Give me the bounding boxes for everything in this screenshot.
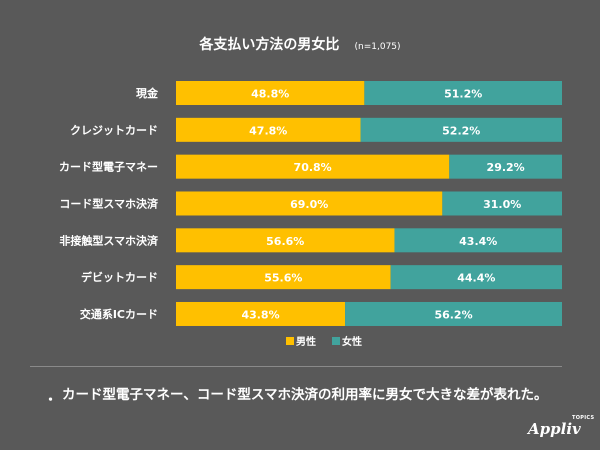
bar-segment-female	[449, 154, 562, 179]
data-label: 29.2%	[487, 161, 525, 174]
chart-title-block: 各支払い方法の男女比 (n=1,075)	[0, 34, 600, 54]
data-label: 47.8%	[249, 124, 287, 137]
data-label: 56.6%	[266, 235, 304, 248]
category-label: 交通系ICカード	[80, 307, 158, 321]
bar-segment-female	[390, 265, 562, 290]
data-label: 51.2%	[444, 88, 482, 101]
bar-segment-female	[364, 81, 562, 105]
legend-swatch-female	[332, 337, 340, 345]
bar-segment-female	[345, 301, 562, 326]
bar-segment-female	[442, 191, 562, 216]
chart-subtitle: (n=1,075)	[354, 42, 401, 52]
data-label: 70.8%	[294, 161, 332, 174]
bar-segment-male	[176, 191, 443, 216]
bar-segment-male	[176, 301, 346, 326]
divider	[30, 366, 562, 367]
data-label: 43.4%	[459, 235, 497, 248]
category-label: 非接触型スマホ決済	[59, 233, 159, 247]
legend-label: 男性	[296, 335, 316, 348]
data-label: 55.6%	[264, 272, 302, 285]
bar-segment-male	[176, 265, 391, 290]
chart-title: 各支払い方法の男女比	[199, 37, 340, 53]
bar-segment-female	[360, 117, 562, 142]
legend-swatch-male	[286, 337, 294, 345]
stacked-bar-chart: 現金 48.8% 51.2% クレジットカード 47.8% 52.2% カード型電子マネー 7…	[59, 81, 562, 348]
data-label: 69.0%	[290, 198, 328, 211]
bar-segment-male	[176, 228, 395, 253]
bar-segment-male	[176, 117, 361, 142]
bar-segment-female	[394, 228, 562, 253]
data-label: 43.8%	[241, 308, 279, 321]
category-label: カード型電子マネー	[59, 160, 158, 174]
data-label: 52.2%	[442, 124, 480, 137]
data-label: 48.8%	[251, 88, 289, 101]
bar-segment-male	[176, 154, 450, 179]
note-bullet: ・	[44, 393, 58, 408]
data-label: 31.0%	[483, 198, 521, 211]
category-label: 現金	[136, 86, 159, 100]
data-label: 44.4%	[457, 272, 495, 285]
legend-label: 女性	[342, 335, 362, 348]
category-label: クレジットカード	[70, 124, 158, 137]
bar-segment-male	[176, 81, 365, 105]
category-label: コード型スマホ決済	[59, 196, 159, 210]
appliv-logo: Appliv	[528, 420, 581, 438]
data-label: 56.2%	[434, 308, 472, 321]
appliv-logo-sub: TOPICS	[572, 415, 595, 421]
note-text: カード型電子マネー、コード型スマホ決済の利用率に男女で大きな差が表れた。	[62, 387, 548, 403]
category-label: デビットカード	[81, 270, 158, 284]
